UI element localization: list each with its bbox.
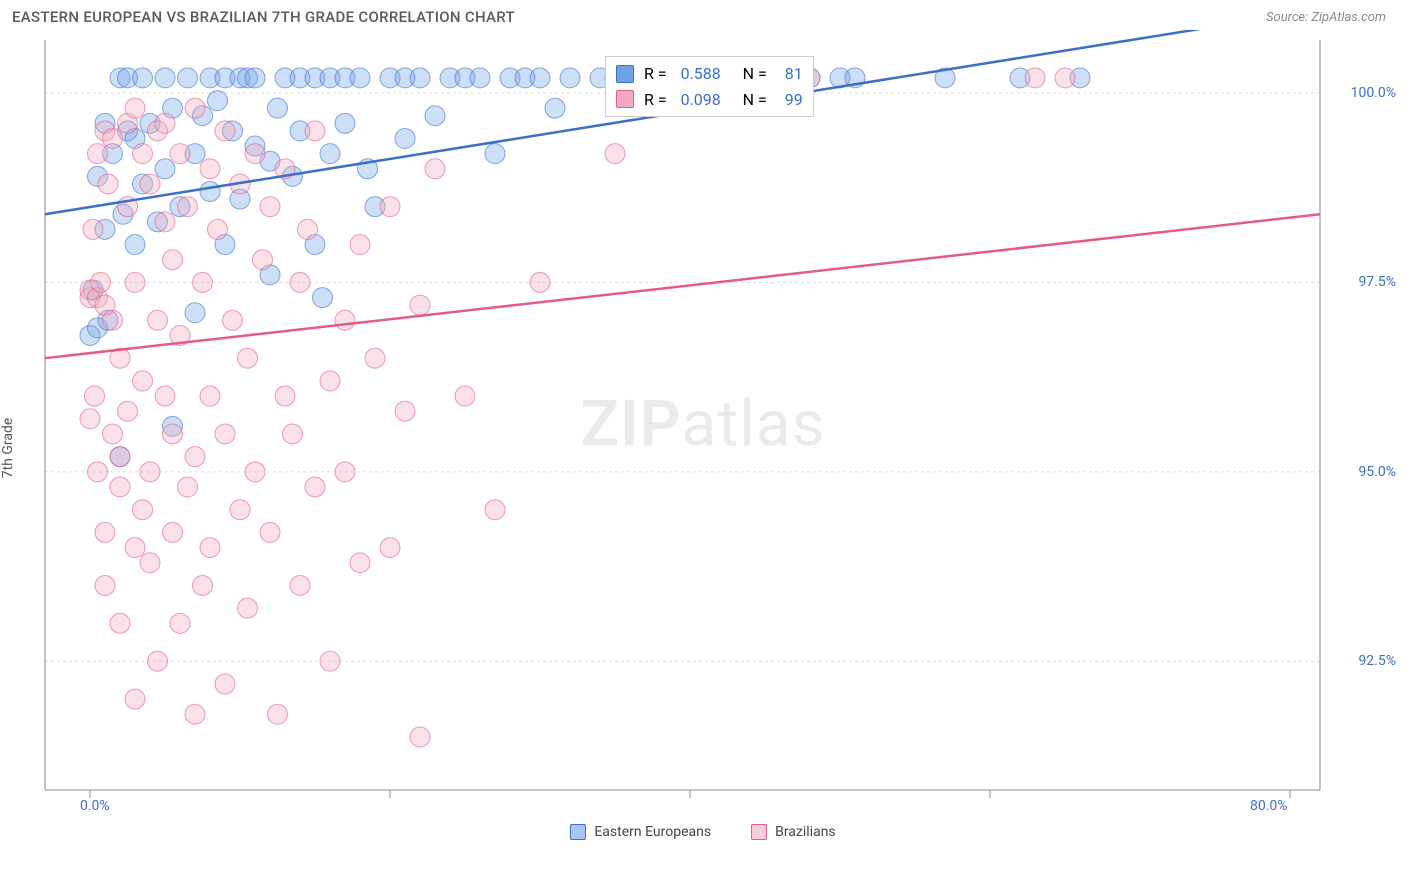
chart-title: EASTERN EUROPEAN VS BRAZILIAN 7TH GRADE …	[12, 8, 515, 26]
x-tick-label: 0.0%	[80, 798, 110, 814]
legend-swatch	[751, 824, 767, 840]
y-tick-label: 100.0%	[1351, 85, 1396, 101]
legend-label: Brazilians	[775, 824, 836, 840]
y-tick-label: 95.0%	[1358, 464, 1396, 480]
series-legend: Eastern Europeans Brazilians	[0, 824, 1406, 840]
legend-swatch	[570, 824, 586, 840]
legend-item: Eastern Europeans	[570, 824, 711, 840]
y-tick-label: 92.5%	[1358, 653, 1396, 669]
x-tick-label: 80.0%	[1250, 798, 1288, 814]
legend-label: Eastern Europeans	[594, 824, 711, 840]
source-label: Source: ZipAtlas.com	[1266, 10, 1386, 25]
y-tick-label: 97.5%	[1358, 274, 1396, 290]
chart-container: 7th Grade ZIPatlas R = 0.588 N = 81R = 0…	[0, 30, 1406, 850]
legend-item: Brazilians	[751, 824, 836, 840]
